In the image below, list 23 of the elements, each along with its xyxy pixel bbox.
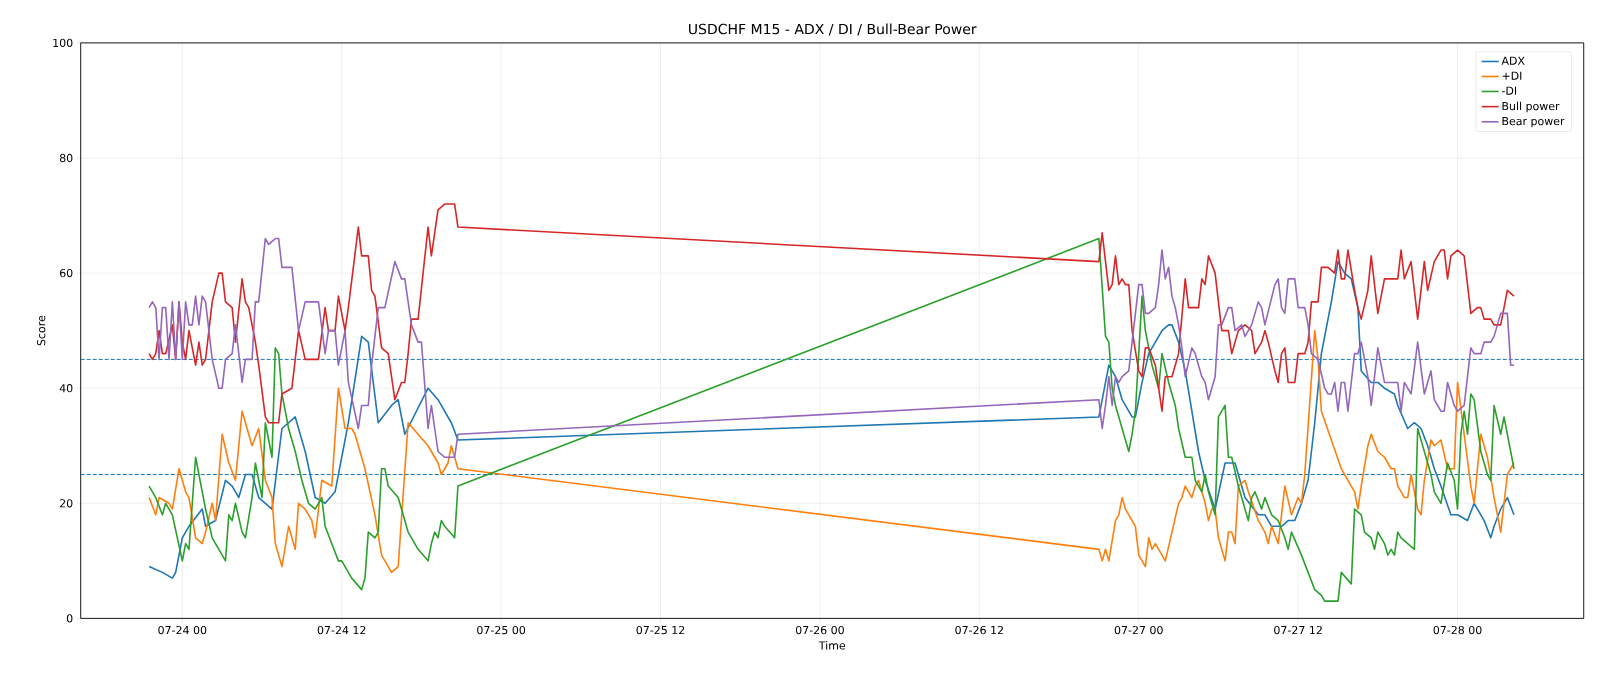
legend-label: Bull power (1502, 101, 1560, 113)
legend-label: +DI (1502, 71, 1522, 80)
x-tick-label: 07-26 00 (795, 625, 844, 635)
x-tick-label: 07-25 00 (477, 625, 526, 635)
legend-label: ADX (1501, 56, 1525, 65)
y-tick-label: 40 (59, 384, 73, 393)
x-axis-title: Time (818, 641, 846, 650)
x-tick-label: 07-25 12 (636, 625, 685, 635)
x-tick-label: 07-28 00 (1433, 625, 1482, 635)
x-tick-label: 07-26 12 (955, 625, 1003, 635)
y-tick-label: 0 (66, 614, 73, 623)
y-tick-label: 80 (59, 153, 73, 163)
y-tick-label: 60 (59, 268, 73, 278)
legend-label: Bear power (1502, 117, 1565, 128)
x-tick-label: 07-27 12 (1274, 625, 1322, 635)
chart-title: USDCHF M15 - ADX / DI / Bull-Bear Power (689, 23, 977, 36)
x-tick-label: 07-24 00 (158, 625, 207, 635)
y-tick-label: 100 (53, 38, 73, 48)
x-tick-label: 07-27 00 (1114, 625, 1163, 635)
y-tick-label: 20 (59, 499, 73, 508)
x-tick-label: 07-24 12 (317, 625, 366, 635)
y-axis-title: Score (37, 315, 46, 346)
legend-label: -DI (1501, 86, 1517, 95)
